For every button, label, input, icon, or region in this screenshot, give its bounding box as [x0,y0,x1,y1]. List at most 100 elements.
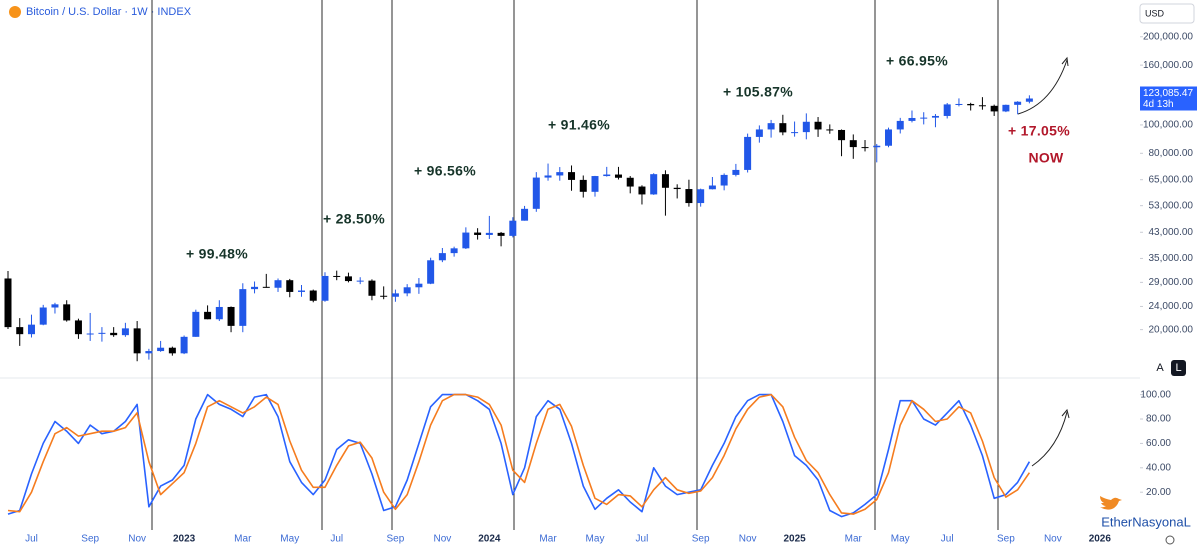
candle-body [885,129,892,146]
y-tick-label: 29,000.00 [1149,277,1194,288]
candles [4,95,1033,362]
candle-body [873,145,881,148]
candle-body [215,306,223,320]
oscillator-line [7,393,1031,518]
arrow [1017,59,1068,115]
candle-body [403,287,411,294]
candle-body [474,232,482,235]
y-tick-label: 200,000.00 [1143,31,1193,42]
currency[interactable]: USD [1145,8,1165,18]
y-tick-label: 80.00 [1146,414,1171,425]
candle-body [321,275,329,301]
candle-body [638,186,646,195]
y-tick-label: 100,000.00 [1143,120,1193,131]
candle-body [262,286,270,288]
candle-body [685,189,693,204]
x-tick-label: Sep [387,534,405,545]
candle-body [755,129,763,137]
candle-body [509,220,517,236]
annotation: + 17.05% [1008,123,1070,139]
candle-body [708,185,716,190]
x-tick-label: May [891,534,910,545]
candle-body [779,123,787,133]
candle-body [767,123,775,130]
chart-title: Bitcoin / U.S. Dollar · 1W · INDEX [26,6,192,18]
candle-body [720,174,728,186]
y-tick-label: 100.00 [1140,389,1171,400]
bird-icon [1100,496,1122,510]
x-tick-label: Sep [81,534,99,545]
annotation: + 28.50% [323,211,385,227]
candle-body [462,232,470,249]
candle-body [943,104,951,116]
candle-body [16,327,24,335]
candle-body [955,103,963,105]
candle-body [591,176,599,192]
y-tick-label: 43,000.00 [1149,227,1194,238]
candle-body [86,333,94,335]
log-scale-button[interactable]: L [1175,362,1181,374]
candle-body [826,129,834,131]
candle-body [579,179,587,192]
x-tick-label: Mar [845,534,863,545]
currency-box[interactable] [1139,3,1195,24]
candle-body [98,332,106,334]
candle-body [168,347,176,354]
candle-body [521,208,529,221]
candle-body [133,328,141,354]
coin-icon [9,6,21,18]
candle-body [896,120,904,130]
candle-body [814,121,822,130]
candle-body [298,290,305,292]
candle-body [204,311,212,320]
candle-body [861,147,869,149]
candle-body [673,187,681,190]
candle-body [157,347,165,352]
candle-body [1025,98,1033,102]
candle-body [791,132,799,134]
y-tick-label: 40.00 [1146,462,1171,473]
candle-body [227,306,235,326]
log-scale-button-bg[interactable] [1171,360,1186,376]
candle-body [239,289,247,326]
candle-body [39,307,47,325]
candle-body [391,293,399,297]
candle-body [51,304,59,308]
candle-body [274,280,282,288]
y-tick-label: 20,000.00 [1149,324,1194,335]
x-tick-label: Mar [539,534,557,545]
x-tick-label: Mar [234,534,252,545]
candle-body [1002,104,1010,112]
annotation: + 91.46% [548,117,610,133]
candle-body [309,290,317,301]
y-tick-label: 35,000.00 [1149,253,1194,264]
y-tick-label: 60.00 [1146,438,1171,449]
settings-icon[interactable] [1165,535,1175,545]
x-tick-label: Sep [692,534,710,545]
x-tick-label: Jul [330,534,343,545]
x-tick-label: Jul [25,534,38,545]
annotation: + 66.95% [886,53,948,69]
candle-body [344,276,352,282]
arrow-head [1061,408,1070,419]
annotation: + 99.48% [186,246,248,262]
candle-body [121,328,129,336]
candle-body [180,336,188,354]
x-tick-label: Nov [128,534,146,545]
candle-body [744,136,752,170]
y-tick-label: 20.00 [1146,487,1171,498]
candle-body [427,260,435,284]
candle-body [544,175,552,178]
y-tick-label: 53,000.00 [1149,200,1194,211]
candle-body [908,117,916,121]
candle-body [63,304,71,321]
candle-body [415,283,423,288]
x-tick-label: May [280,534,299,545]
auto-scale-button[interactable]: A [1156,362,1164,374]
candle-body [556,172,564,176]
x-tick-label: Sep [997,534,1015,545]
y-tick-label: 65,000.00 [1149,174,1194,185]
price-axis: 200,000.00 160,000.00 100,000.00 80,000.00 6… [25,31,1193,544]
